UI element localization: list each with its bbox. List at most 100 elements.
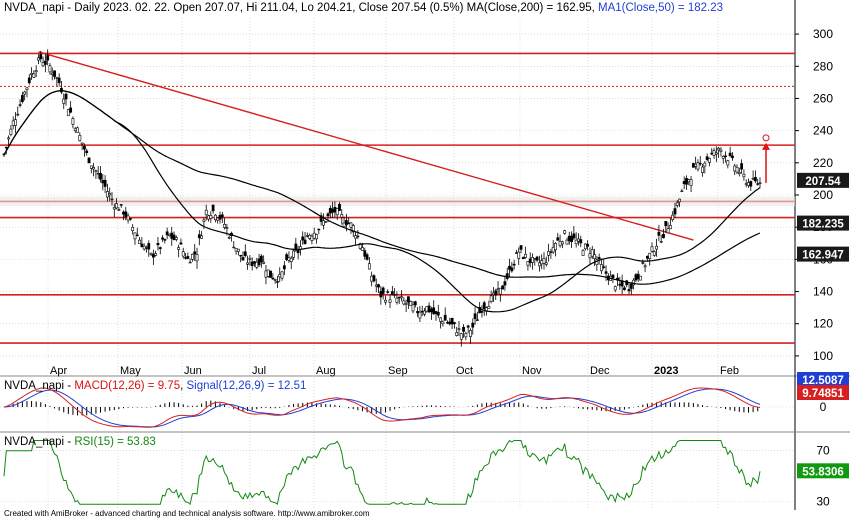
candle	[126, 213, 130, 224]
candle	[145, 245, 148, 253]
candle-body	[73, 128, 77, 131]
candle	[62, 93, 66, 110]
x-tick-label: Feb	[720, 365, 739, 377]
candle-body	[726, 160, 730, 166]
candle	[551, 240, 555, 254]
candle	[420, 305, 424, 317]
candle-body	[521, 257, 525, 259]
candle-body	[441, 321, 445, 325]
candle	[737, 167, 741, 177]
candle	[567, 231, 571, 245]
candle-body	[193, 251, 197, 255]
candle	[241, 251, 245, 261]
candle-body	[462, 326, 465, 332]
candle	[372, 274, 376, 283]
candle	[646, 255, 649, 262]
candle-body	[623, 287, 626, 291]
candle-body	[218, 214, 222, 220]
candle	[50, 67, 54, 81]
candle-body	[312, 232, 316, 239]
candle-body	[122, 211, 125, 215]
candle-body	[16, 113, 20, 116]
candle	[432, 300, 436, 315]
candle-body	[106, 191, 109, 198]
candle-body	[335, 208, 339, 216]
candle	[285, 252, 289, 262]
candle	[395, 291, 399, 305]
candle	[441, 320, 445, 327]
candle-body	[292, 250, 295, 258]
candle-body	[689, 179, 693, 186]
candle	[43, 54, 47, 73]
candle	[338, 202, 341, 211]
candle-body	[43, 60, 47, 65]
candle-body	[358, 243, 362, 249]
candle-body	[542, 258, 546, 264]
candle-body	[62, 98, 66, 104]
candle	[202, 217, 206, 230]
candle	[668, 217, 672, 230]
candle	[110, 191, 114, 206]
candle	[257, 253, 261, 267]
rsi-tick-label: 30	[816, 495, 830, 509]
candle	[365, 252, 369, 261]
candle-body	[452, 322, 456, 325]
candle-body	[71, 118, 75, 125]
macd-header-prefix: NVDA_napi -	[4, 380, 75, 392]
candle-body	[30, 73, 33, 75]
macd-value-label-bg	[797, 385, 849, 400]
candle-body	[489, 295, 493, 302]
candle-body	[18, 104, 22, 106]
candle	[489, 290, 493, 304]
candle-body	[519, 245, 523, 250]
candle-body	[87, 157, 91, 164]
candle	[9, 125, 13, 137]
candle-body	[418, 311, 422, 319]
candle-body	[400, 296, 403, 299]
candle-body	[14, 119, 17, 126]
y-tick-label: 120	[813, 317, 833, 331]
candle-body	[204, 209, 208, 216]
candle	[259, 254, 263, 268]
candle	[691, 162, 695, 168]
candle	[531, 253, 534, 270]
candle-body	[636, 273, 640, 280]
candle	[328, 205, 332, 219]
candle	[528, 252, 532, 268]
candle	[347, 217, 351, 225]
candle	[377, 283, 380, 293]
candle-body	[466, 325, 470, 328]
candle-body	[728, 152, 732, 156]
candle-body	[236, 248, 240, 252]
rsi-header: NVDA_napi - RSI(15) = 53.83	[4, 436, 156, 448]
candle	[243, 244, 247, 258]
candle	[390, 285, 394, 296]
candle	[393, 288, 397, 298]
candle	[135, 227, 139, 237]
candle-body	[434, 311, 438, 314]
candle	[163, 238, 167, 244]
candle	[193, 244, 197, 262]
candle-body	[731, 155, 734, 159]
candle-body	[524, 253, 528, 258]
candle	[409, 300, 413, 306]
candle	[388, 294, 392, 309]
candle-body	[340, 214, 344, 218]
candle	[223, 218, 226, 230]
candle-body	[657, 231, 661, 236]
candle	[69, 101, 73, 114]
rsi-value-label-bg	[797, 463, 849, 479]
x-tick-label: Oct	[456, 365, 473, 377]
candle	[714, 146, 718, 163]
candle	[227, 234, 231, 240]
candle-body	[347, 222, 351, 225]
candle	[87, 157, 91, 164]
candle-body	[361, 247, 364, 251]
candle	[411, 301, 415, 314]
macd-header: NVDA_napi - MACD(12,26) = 9.75, Signal(1…	[4, 380, 307, 392]
candle-body	[655, 245, 658, 250]
candle	[34, 65, 38, 77]
candle	[305, 232, 309, 238]
candle	[204, 204, 208, 221]
candle	[664, 221, 668, 233]
